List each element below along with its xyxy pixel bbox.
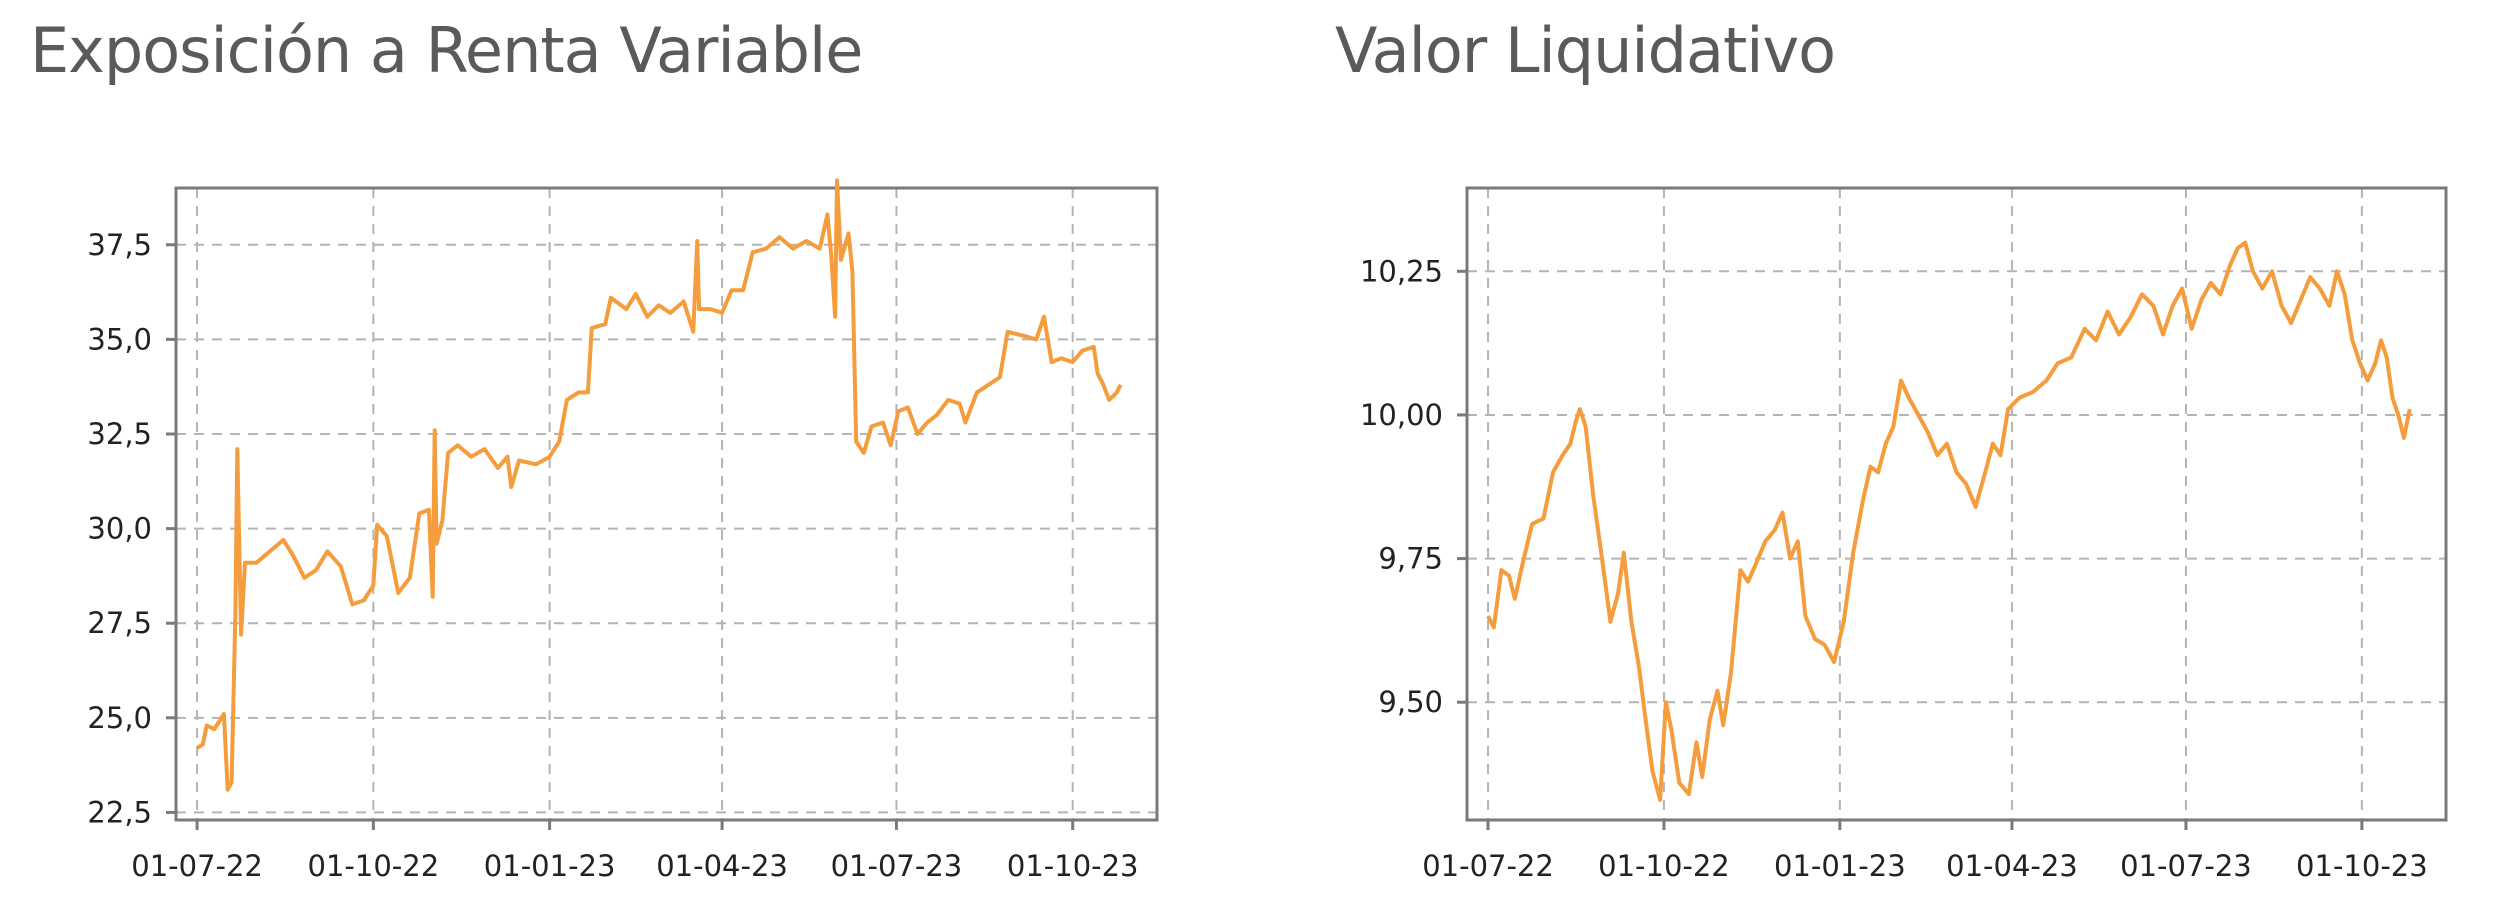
y-tick-label: 9,75 xyxy=(1378,542,1443,576)
x-tick-label: 01-07-23 xyxy=(831,849,963,883)
x-tick-label: 01-10-23 xyxy=(1007,849,1139,883)
x-tick-label: 01-10-23 xyxy=(2296,849,2428,883)
x-tick-label: 01-01-23 xyxy=(1774,849,1906,883)
x-tick-label: 01-10-22 xyxy=(1598,849,1730,883)
x-tick-label: 01-07-22 xyxy=(1422,849,1554,883)
plot-frame xyxy=(1465,186,2448,822)
y-tick-label: 27,5 xyxy=(87,606,152,640)
x-tick-label: 01-07-23 xyxy=(2120,849,2252,883)
y-tick-label: 35,0 xyxy=(87,322,152,356)
y-tick-label: 10,00 xyxy=(1360,398,1443,432)
chart-title-valor-liquidativo: Valor Liquidativo xyxy=(1335,14,1836,87)
y-tick-label: 32,5 xyxy=(87,417,152,451)
x-tick-label: 01-01-23 xyxy=(484,849,616,883)
series-line xyxy=(1486,240,2412,802)
x-tick-label: 01-04-23 xyxy=(656,849,788,883)
x-tick-label: 01-07-22 xyxy=(131,849,263,883)
y-tick-label: 22,5 xyxy=(87,795,152,829)
series-line xyxy=(195,178,1123,792)
y-tick-label: 10,25 xyxy=(1360,254,1443,288)
x-tick-label: 01-04-23 xyxy=(1946,849,2078,883)
y-tick-label: 37,5 xyxy=(87,228,152,262)
plot-frame xyxy=(174,186,1159,822)
x-tick-label: 01-10-22 xyxy=(308,849,440,883)
y-tick-label: 30,0 xyxy=(87,512,152,546)
y-tick-label: 9,50 xyxy=(1378,685,1443,719)
y-tick-label: 25,0 xyxy=(87,701,152,735)
chart-title-exposicion: Exposición a Renta Variable xyxy=(30,14,863,87)
